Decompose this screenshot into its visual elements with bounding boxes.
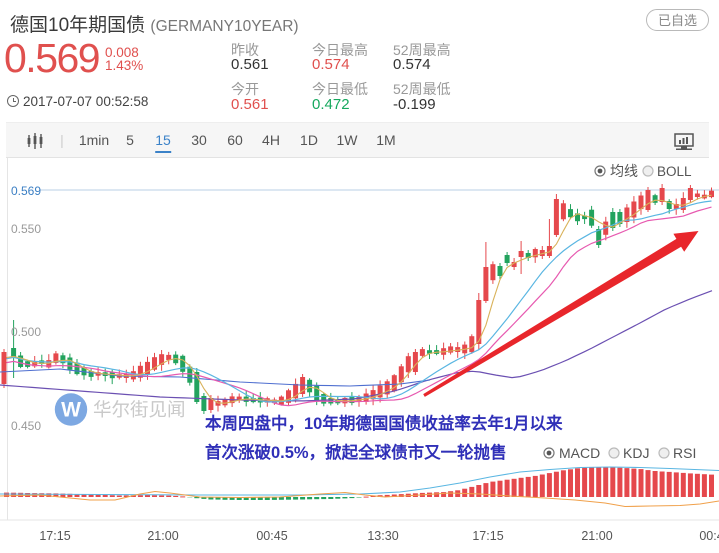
svg-text:13:30: 13:30 bbox=[367, 529, 398, 543]
svg-text:0.500: 0.500 bbox=[11, 325, 41, 339]
svg-text:0.450: 0.450 bbox=[11, 419, 41, 433]
svg-text:21:00: 21:00 bbox=[581, 529, 612, 543]
svg-text:华尔街见闻: 华尔街见闻 bbox=[93, 399, 186, 420]
svg-text:均线: 均线 bbox=[610, 163, 638, 179]
svg-text:RSI: RSI bbox=[673, 445, 696, 461]
svg-text:0.550: 0.550 bbox=[11, 222, 41, 236]
svg-text:W: W bbox=[61, 399, 81, 422]
svg-text:首次涨破0.5%，掀起全球债市又一轮抛售: 首次涨破0.5%，掀起全球债市又一轮抛售 bbox=[205, 442, 507, 462]
svg-text:21:00: 21:00 bbox=[147, 529, 178, 543]
svg-text:00:45: 00:45 bbox=[699, 529, 719, 543]
svg-text:MACD: MACD bbox=[559, 445, 600, 461]
svg-text:17:15: 17:15 bbox=[39, 529, 70, 543]
svg-text:17:15: 17:15 bbox=[472, 529, 503, 543]
svg-text:KDJ: KDJ bbox=[623, 445, 649, 461]
svg-text:BOLL: BOLL bbox=[657, 164, 692, 179]
svg-text:0.569: 0.569 bbox=[11, 184, 41, 198]
svg-text:00:45: 00:45 bbox=[256, 529, 287, 543]
svg-text:本周四盘中，10年期德国国债收益率去年1月以来: 本周四盘中，10年期德国国债收益率去年1月以来 bbox=[205, 413, 563, 433]
